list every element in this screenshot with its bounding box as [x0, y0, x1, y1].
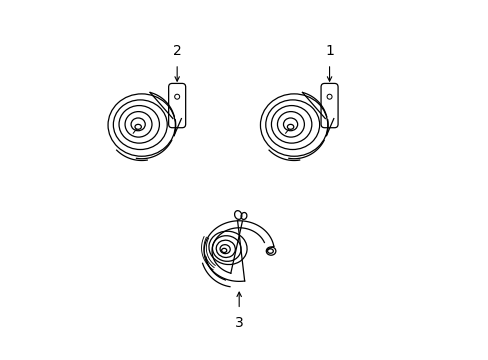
Text: 3: 3 — [234, 316, 243, 330]
Text: 2: 2 — [172, 44, 181, 58]
Text: 1: 1 — [325, 44, 333, 58]
